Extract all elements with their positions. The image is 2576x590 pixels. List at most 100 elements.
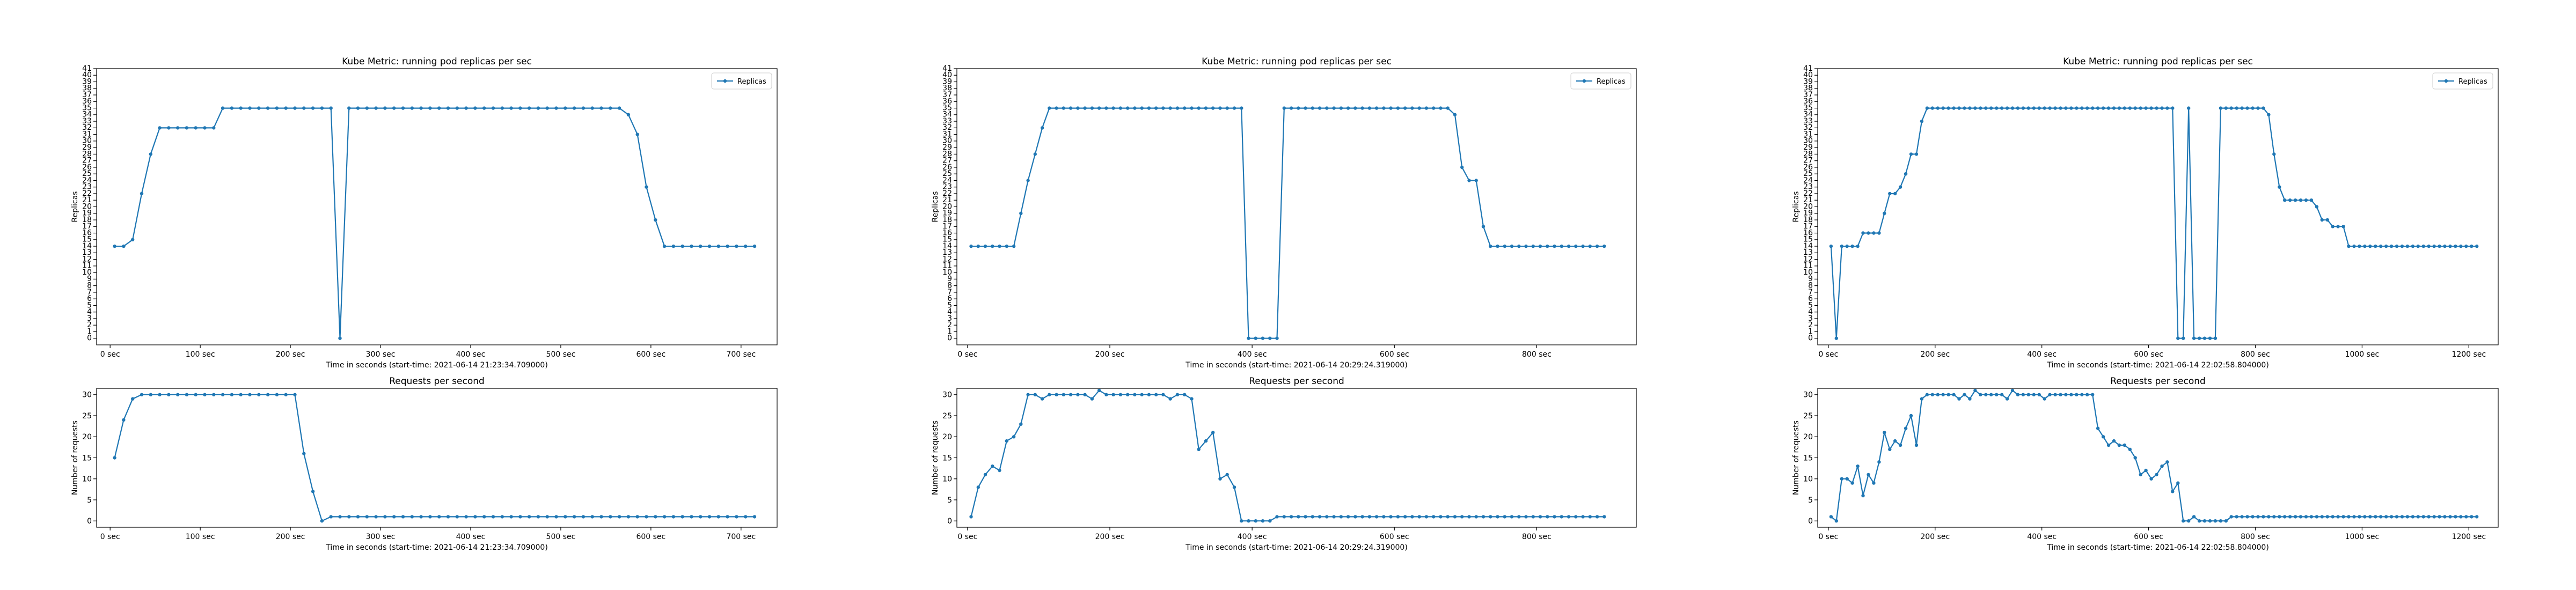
data-point <box>2454 515 2457 519</box>
data-point <box>2133 456 2137 460</box>
data-point <box>2374 244 2377 248</box>
data-point <box>1963 106 1966 110</box>
data-point <box>983 473 987 477</box>
data-point <box>2149 477 2153 481</box>
data-point <box>1567 244 1571 248</box>
data-point <box>2037 393 2041 396</box>
data-point <box>1190 397 1194 401</box>
data-point <box>1346 515 1350 519</box>
y-tick-label: 25 <box>942 412 952 421</box>
y-tick-label: 37 <box>82 91 92 99</box>
data-point <box>2144 468 2148 473</box>
y-tick-label: 33 <box>1803 117 1813 126</box>
data-point <box>1247 336 1250 340</box>
data-point <box>1460 165 1464 169</box>
data-point <box>491 515 495 519</box>
data-point <box>347 106 351 110</box>
data-point <box>293 106 297 110</box>
data-point <box>1474 515 1478 519</box>
data-point <box>1033 393 1037 396</box>
y-tick-label: 31 <box>82 130 92 138</box>
y-tick-label: 19 <box>1803 209 1813 218</box>
y-tick-label: 18 <box>82 216 92 224</box>
data-point <box>1909 414 1913 418</box>
y-tick-label: 21 <box>942 196 952 204</box>
data-point <box>356 515 360 519</box>
data-point <box>752 244 757 248</box>
data-point <box>1588 244 1592 248</box>
data-point <box>1453 515 1457 519</box>
x-tick-label: 1200 sec <box>2451 350 2486 359</box>
data-point <box>1840 244 1843 248</box>
data-point <box>2208 336 2212 340</box>
y-tick-label: 20 <box>942 433 952 441</box>
y-tick-label: 6 <box>1808 294 1813 303</box>
data-point <box>1104 106 1108 110</box>
data-point <box>1952 106 1956 110</box>
x-tick-label: 600 sec <box>636 350 665 359</box>
data-point <box>2000 393 2004 396</box>
data-point <box>1204 439 1208 443</box>
data-point <box>2395 515 2399 519</box>
y-tick-label: 36 <box>942 97 952 106</box>
data-point <box>2470 515 2473 519</box>
data-point <box>1995 393 1999 396</box>
x-tick-label: 0 sec <box>100 533 120 541</box>
data-point <box>2064 393 2068 396</box>
y-axis-label: Replicas <box>931 191 940 223</box>
data-point <box>1389 106 1393 110</box>
data-point <box>2464 515 2468 519</box>
data-point <box>401 106 405 110</box>
y-tick-label: 5 <box>87 301 92 309</box>
x-tick-label: 700 sec <box>726 533 756 541</box>
legend: Replicas <box>711 72 772 90</box>
y-tick-label: 22 <box>942 189 952 198</box>
data-point <box>1984 393 1988 396</box>
y-tick-label: 13 <box>942 248 952 257</box>
data-point <box>735 515 738 519</box>
data-point <box>2331 225 2334 228</box>
data-point <box>518 106 522 110</box>
y-tick-label: 38 <box>82 84 92 93</box>
data-point <box>311 106 315 110</box>
y-tick-label: 0 <box>1808 334 1813 343</box>
y-tick-label: 6 <box>947 294 952 303</box>
legend-box <box>711 72 772 90</box>
data-point <box>2309 515 2314 519</box>
y-tick-label: 24 <box>942 176 952 185</box>
data-point <box>1979 106 1982 110</box>
data-point <box>2021 106 2025 110</box>
data-point <box>1076 393 1080 396</box>
data-point <box>1396 515 1400 519</box>
y-axis-label: Number of requests <box>71 421 79 495</box>
data-point <box>1861 493 1865 498</box>
y-tick-label: 38 <box>1803 84 1813 93</box>
data-point <box>2240 515 2244 519</box>
series-markers <box>969 106 1606 340</box>
data-point <box>176 393 180 396</box>
data-point <box>194 126 197 130</box>
data-point <box>239 106 243 110</box>
y-tick-label: 8 <box>1808 281 1813 290</box>
x-tick-label: 300 sec <box>366 533 396 541</box>
x-tick-label: 700 sec <box>726 350 756 359</box>
series-markers <box>969 388 1606 523</box>
data-point <box>464 515 468 519</box>
data-point <box>1856 464 1860 468</box>
data-point <box>2288 515 2292 519</box>
data-point <box>752 515 757 519</box>
data-point <box>2016 393 2020 396</box>
data-point <box>2080 106 2084 110</box>
data-point <box>2443 515 2447 519</box>
y-tick-label: 3 <box>947 314 952 323</box>
data-point <box>1517 515 1521 519</box>
data-point <box>2262 106 2265 110</box>
y-tick-label: 17 <box>82 222 92 231</box>
data-point <box>2000 106 2004 110</box>
y-tick-label: 0 <box>947 517 952 526</box>
y-axis-label: Number of requests <box>931 421 940 495</box>
data-point <box>2075 393 2079 396</box>
data-point <box>1546 515 1549 519</box>
data-point <box>2438 244 2441 248</box>
data-point <box>2443 244 2447 248</box>
